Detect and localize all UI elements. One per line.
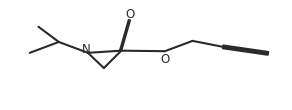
Text: O: O — [160, 53, 170, 66]
Text: N: N — [82, 43, 91, 56]
Text: O: O — [125, 8, 135, 21]
